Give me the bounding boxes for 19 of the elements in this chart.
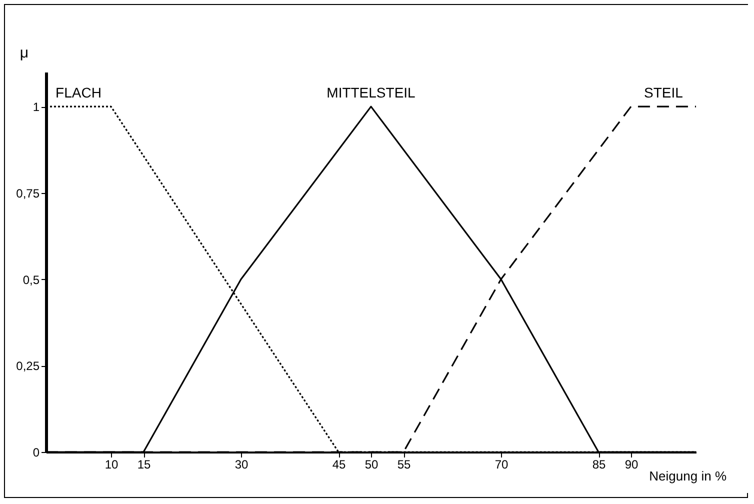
x-tick-label: 70 [494, 458, 508, 472]
y-tick-label: 0,25 [16, 359, 40, 374]
x-tick-label: 85 [592, 458, 606, 472]
y-tick-label: 1 [32, 100, 40, 114]
x-axis-title: Neigung in % [649, 468, 727, 484]
x-tick-label: 45 [332, 458, 346, 472]
y-tick-label: 0,75 [16, 186, 40, 200]
y-axis-title: μ [20, 44, 28, 62]
y-tick-label: 0,5 [22, 272, 40, 287]
x-tick-label: 90 [624, 458, 638, 472]
series-label: STEIL [644, 84, 684, 101]
series-label: FLACH [56, 84, 102, 101]
x-tick-label: 15 [137, 458, 151, 472]
x-tick-label: 10 [104, 458, 118, 472]
series-label: MITTELSTEIL [326, 84, 416, 101]
x-tick-label: 55 [397, 458, 411, 472]
x-tick-label: 30 [234, 458, 248, 472]
y-tick-label: 0 [32, 446, 40, 460]
x-tick-label: 50 [364, 458, 378, 472]
